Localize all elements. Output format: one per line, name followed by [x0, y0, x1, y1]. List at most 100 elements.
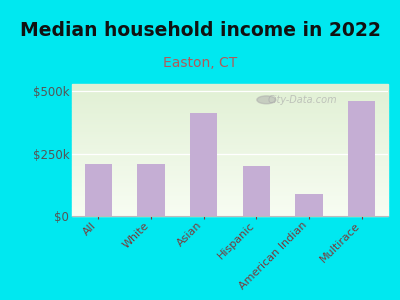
Bar — [72, 179, 388, 180]
Bar — [72, 160, 388, 162]
Bar — [72, 116, 388, 117]
Bar — [72, 93, 388, 94]
Bar — [72, 204, 388, 206]
Bar — [72, 166, 388, 167]
Bar — [243, 166, 270, 216]
Bar — [72, 118, 388, 120]
Bar — [72, 128, 388, 129]
Bar — [72, 89, 388, 91]
Bar — [72, 175, 388, 176]
Bar — [72, 110, 388, 112]
Bar — [72, 187, 388, 188]
Bar — [72, 96, 388, 97]
Bar — [72, 211, 388, 212]
Bar — [72, 103, 388, 104]
Bar — [72, 88, 388, 89]
Bar — [72, 101, 388, 103]
Bar — [85, 164, 112, 216]
Bar — [72, 122, 388, 124]
Bar — [72, 180, 388, 182]
Bar — [72, 190, 388, 191]
Bar — [72, 146, 388, 147]
Bar — [348, 101, 375, 216]
Bar — [72, 215, 388, 216]
Bar — [72, 163, 388, 164]
Bar — [72, 172, 388, 174]
Bar — [72, 130, 388, 131]
Bar — [72, 183, 388, 184]
Bar — [72, 109, 388, 110]
Bar — [72, 133, 388, 134]
Text: Easton, CT: Easton, CT — [163, 56, 237, 70]
Bar — [72, 192, 388, 194]
Bar — [72, 159, 388, 160]
Bar — [72, 136, 388, 137]
Text: Median household income in 2022: Median household income in 2022 — [20, 20, 380, 40]
Bar — [72, 100, 388, 101]
Bar — [72, 191, 388, 192]
Bar — [72, 178, 388, 179]
Bar — [72, 94, 388, 96]
Bar — [137, 164, 165, 216]
Bar — [72, 120, 388, 121]
Bar — [72, 121, 388, 122]
Bar — [72, 153, 388, 154]
Bar — [72, 92, 388, 93]
Bar — [72, 195, 388, 196]
Bar — [72, 200, 388, 202]
Bar — [72, 137, 388, 138]
Bar — [72, 104, 388, 105]
Bar — [72, 125, 388, 126]
Bar — [72, 154, 388, 155]
Bar — [72, 174, 388, 175]
Bar — [72, 138, 388, 140]
Circle shape — [257, 96, 276, 104]
Bar — [72, 199, 388, 200]
Bar — [72, 197, 388, 199]
Bar — [72, 202, 388, 203]
Bar — [72, 208, 388, 209]
Bar — [72, 182, 388, 183]
Bar — [72, 97, 388, 98]
Bar — [72, 87, 388, 88]
Bar — [72, 84, 388, 85]
Bar — [72, 106, 388, 108]
Bar — [72, 184, 388, 186]
Bar — [72, 149, 388, 150]
Bar — [72, 162, 388, 163]
Bar — [72, 169, 388, 170]
Bar — [72, 212, 388, 213]
Bar — [72, 188, 388, 190]
Bar — [72, 151, 388, 153]
Bar — [72, 164, 388, 166]
Bar — [72, 145, 388, 146]
Bar — [72, 209, 388, 211]
Bar — [72, 141, 388, 142]
Bar — [72, 167, 388, 169]
Bar — [72, 134, 388, 136]
Bar — [72, 206, 388, 207]
Bar — [72, 117, 388, 118]
Bar — [72, 155, 388, 157]
Bar — [72, 113, 388, 114]
Text: City-Data.com: City-Data.com — [268, 95, 338, 105]
Bar — [72, 124, 388, 125]
Bar — [72, 207, 388, 208]
Bar — [72, 105, 388, 106]
Bar — [72, 147, 388, 149]
Bar — [72, 126, 388, 128]
Bar — [72, 142, 388, 143]
Bar — [72, 131, 388, 133]
Bar — [72, 158, 388, 159]
Bar — [72, 112, 388, 113]
Bar — [72, 171, 388, 172]
Bar — [72, 108, 388, 109]
Bar — [72, 213, 388, 215]
Bar — [72, 143, 388, 145]
Bar — [190, 112, 217, 216]
Bar — [72, 186, 388, 187]
Bar — [72, 150, 388, 151]
Bar — [72, 194, 388, 195]
Bar — [72, 140, 388, 141]
Bar — [72, 176, 388, 178]
